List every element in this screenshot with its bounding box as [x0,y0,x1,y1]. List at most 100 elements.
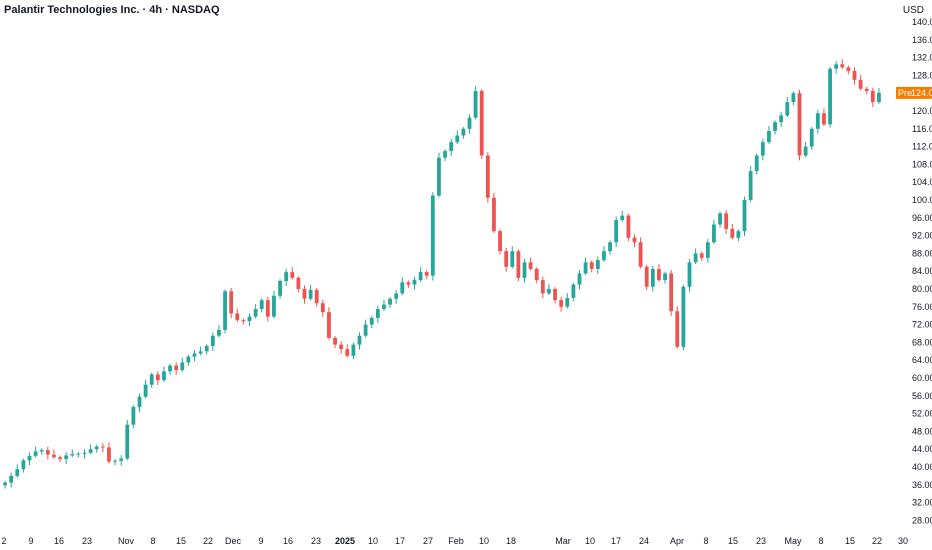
candle-body [693,253,698,263]
candle-body [430,195,435,276]
candle-body [210,335,215,346]
candle-body [455,135,460,143]
candle-body [186,356,191,363]
candle-body [699,253,704,258]
candle-body [632,237,637,243]
candle-body [461,128,466,136]
candle-body [363,324,368,336]
price-tick-label: 52.00 [912,409,932,419]
candle-body [369,317,374,325]
price-tick-label: 116.00 [912,124,932,134]
time-tick-label: 10 [368,536,378,546]
price-tick-label: 68.00 [912,337,932,347]
candle-body [675,311,680,347]
candle-body [418,272,423,281]
candle-body [119,458,124,461]
candle-body [247,316,252,322]
price-tick-label: 80.00 [912,284,932,294]
price-tick-label: 48.00 [912,426,932,436]
time-tick-label: 22 [872,536,882,546]
candle-body [498,231,502,252]
candle-body [100,446,105,448]
time-tick-label: 16 [54,536,64,546]
candle-body [547,289,551,294]
candle-body [504,251,509,267]
candle-body [760,142,765,156]
candle-body [473,90,478,118]
candle-body [64,455,69,459]
time-tick-label: May [784,536,802,546]
candle-body [94,446,99,450]
candle-body [791,93,796,103]
price-tick-label: 96.00 [912,213,932,223]
time-tick-label: Apr [670,536,684,546]
candle-body [137,396,142,407]
candle-body [620,215,625,221]
time-tick-label: Feb [448,536,464,546]
candle-body [553,289,557,301]
chart-title: Palantir Technologies Inc. · 4h · NASDAQ [4,4,220,16]
candle-body [168,365,172,372]
price-tick-label: 104.00 [912,177,932,187]
candle-body [681,286,686,347]
candle-body [724,213,729,229]
time-tick-label: 18 [506,536,516,546]
last-price-badge-box [896,86,932,99]
time-tick-label: 15 [728,536,738,546]
candle-body [687,262,692,287]
candle-body [583,262,588,274]
price-tick-label: 36.00 [912,480,932,490]
candle-body [742,200,747,232]
candle-body [797,93,802,156]
price-axis[interactable]: 140.00136.00132.00128.00124.00120.00116.… [912,17,932,525]
candle-body [602,251,606,261]
price-tick-label: 76.00 [912,302,932,312]
time-tick-label: 23 [311,536,321,546]
candle-body [3,482,7,486]
time-tick-label: 27 [423,536,433,546]
price-tick-label: 112.00 [912,142,932,152]
candle-body [131,406,136,425]
price-tick-label: 136.00 [912,35,932,45]
candle-body [608,242,612,252]
candle-body [870,90,875,103]
candle-body [39,450,44,452]
candle-body [595,260,600,269]
price-tick-label: 32.00 [912,498,932,508]
candle-body [229,291,234,314]
time-tick-label: 17 [611,536,621,546]
candle-body [113,460,117,462]
candle-body [852,70,857,80]
time-axis[interactable]: 2 9 16 23 Nov 8 15 22 Dec 9 16 23 2025 10 17 27 Feb 10 18 M… [1,536,908,546]
candle-body [773,122,777,132]
price-tick-label: 84.00 [912,266,932,276]
candle-body [375,309,380,318]
candle-body [864,88,869,91]
candle-body [822,113,826,125]
candle-body [33,451,38,456]
price-tick-label: 128.00 [912,70,932,80]
candle-body [52,454,56,458]
candle-body [754,155,759,172]
candles [3,59,881,489]
candle-body [663,273,667,281]
candle-body [858,79,863,89]
candle-body [565,297,570,307]
candle-body [748,171,753,200]
candle-body [803,146,808,156]
candle-body [76,453,81,455]
price-tick-label: 64.00 [912,355,932,365]
candle-body [15,469,20,476]
candle-body [589,262,594,269]
time-tick-label: 9 [258,536,263,546]
time-tick-label: 8 [818,536,823,546]
candle-body [235,313,240,321]
price-tick-label: 120.00 [912,106,932,116]
time-tick-label: 16 [283,536,293,546]
price-tick-label: 140.00 [912,17,932,27]
candle-body [58,457,62,459]
time-tick-label: 9 [28,536,33,546]
candle-body [767,131,771,143]
candle-body [650,268,655,287]
